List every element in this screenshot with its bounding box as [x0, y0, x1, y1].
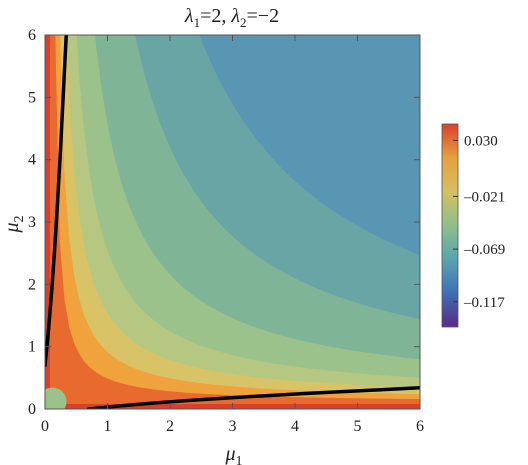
- colorbar-tick-label: 0.030: [464, 133, 498, 149]
- y-axis-ticks: 0 1 2 3 4 5 6: [28, 27, 420, 418]
- chart-title: λ1=2, λ2=−2: [184, 5, 279, 30]
- x-tick-label: 0: [41, 418, 49, 435]
- y-tick-label: 6: [28, 27, 36, 44]
- x-tick-label: 2: [166, 418, 174, 435]
- x-tick-label: 6: [416, 418, 424, 435]
- zero-curve: [45, 35, 68, 368]
- colorbar-ticks: 0.030 –0.021 –0.069 –0.117: [453, 133, 505, 311]
- colorbar-tick-label: –0.117: [463, 295, 505, 311]
- y-tick-label: 0: [28, 401, 36, 418]
- x-axis-label: μ1: [224, 443, 242, 465]
- contour-bands: [45, 35, 420, 409]
- y-tick-label: 1: [28, 339, 36, 356]
- contour-band: [199, 35, 420, 256]
- zero-level-curves: [45, 35, 420, 409]
- colorbar-tick-label: –0.069: [463, 242, 505, 258]
- x-tick-label: 1: [104, 418, 112, 435]
- colorbar-tick-label: –0.021: [463, 189, 505, 205]
- x-tick-label: 3: [229, 418, 237, 435]
- y-tick-label: 2: [28, 276, 36, 293]
- x-tick-label: 4: [291, 418, 299, 435]
- y-tick-label: 5: [28, 89, 36, 106]
- zero-curve: [87, 386, 420, 409]
- y-tick-label: 4: [28, 152, 36, 169]
- origin-blob: [45, 387, 67, 409]
- y-tick-label: 3: [28, 214, 36, 231]
- x-tick-label: 5: [354, 418, 362, 435]
- x-axis-ticks: 0 1 2 3 4 5 6: [41, 35, 424, 435]
- colorbar-gradient: [441, 123, 459, 328]
- y-axis-label: μ2: [1, 215, 27, 233]
- plot-area: [45, 35, 420, 409]
- colorbar: 0.030 –0.021 –0.069 –0.117: [441, 123, 505, 328]
